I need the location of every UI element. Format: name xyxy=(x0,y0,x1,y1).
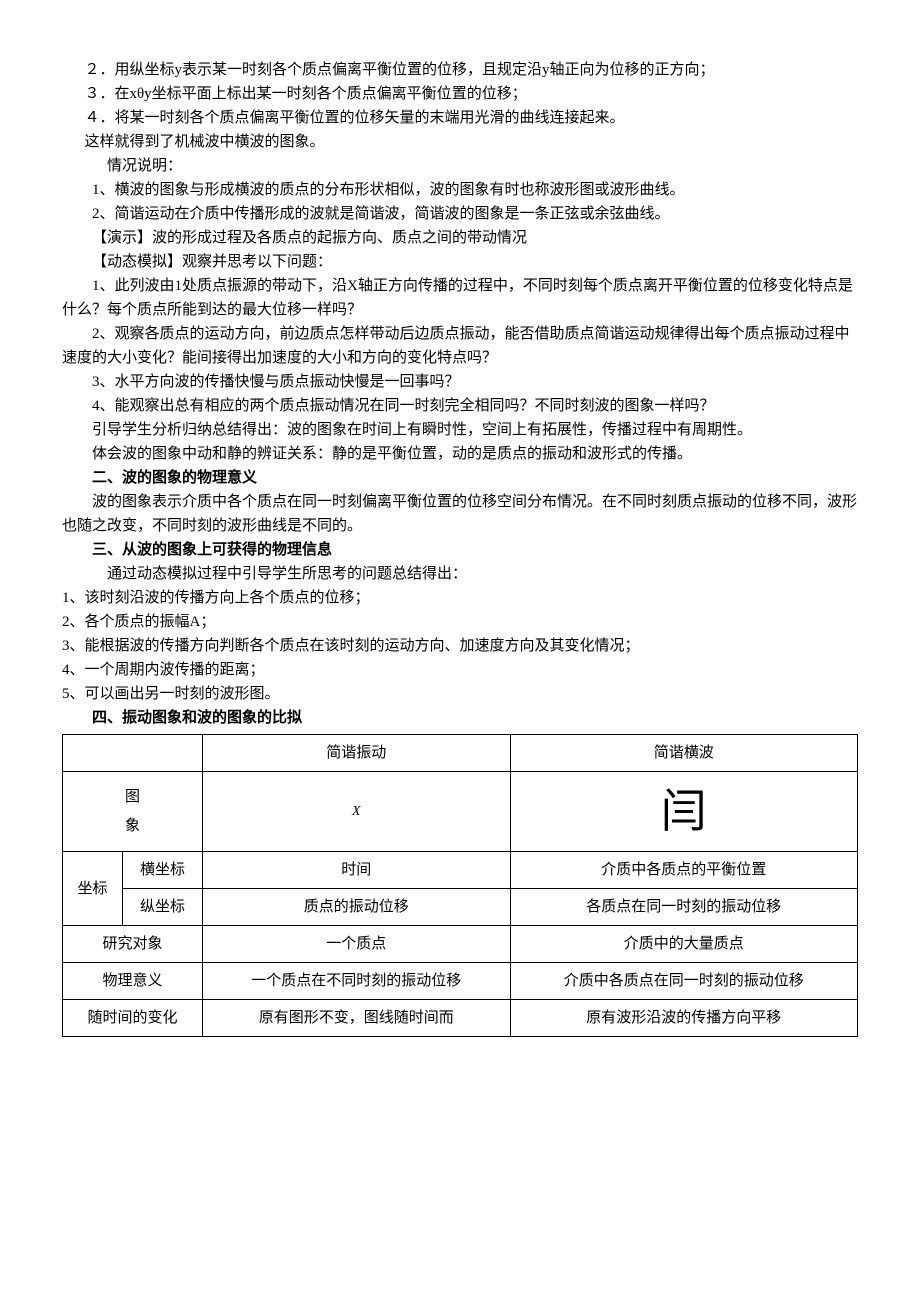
body-line-14: 引导学生分析归纳总结得出：波的图象在时间上有瞬时性，空间上有拓展性，传播过程中有… xyxy=(62,418,858,442)
body-line-7: 2、简谐运动在介质中传播形成的波就是简谐波，简谐波的图象是一条正弦或余弦曲线。 xyxy=(62,202,858,226)
body-line-19: 2、各个质点的振幅A； xyxy=(62,610,858,634)
body-line-4: 这样就得到了机械波中横波的图象。 xyxy=(62,130,858,154)
cell-hcoord-c2: 介质中各质点的平衡位置 xyxy=(510,852,857,889)
table-subject-row: 研究对象 一个质点 介质中的大量质点 xyxy=(63,926,858,963)
body-line-13: 4、能观察出总有相应的两个质点振动情况在同一时刻完全相同吗？不同时刻波的图象一样… xyxy=(62,394,858,418)
body-line-6: 1、横波的图象与形成横波的质点的分布形状相似，波的图象有时也称波形图或波形曲线。 xyxy=(62,178,858,202)
wave-glyph-icon: 闫 xyxy=(661,786,707,837)
body-line-22: 5、可以画出另一时刻的波形图。 xyxy=(62,682,858,706)
header-c1: 简谐振动 xyxy=(203,735,511,772)
sub-label-hcoord: 横坐标 xyxy=(123,852,203,889)
body-line-10: 1、此列波由1处质点振源的带动下，沿X轴正方向传播的过程中，不同时刻每个质点离开… xyxy=(62,274,858,322)
cell-hcoord-c1: 时间 xyxy=(203,852,511,889)
chart-cell-wave: 闫 xyxy=(510,772,857,852)
body-line-2: ３．在xθy坐标平面上标出某一时刻各个质点偏离平衡位置的位移； xyxy=(62,82,858,106)
comparison-table: 简谐振动 简谐横波 图象 X 闫 坐标 横坐标 时间 介质中各质点的平衡位置 纵… xyxy=(62,734,858,1037)
body-line-12: 3、水平方向波的传播快慢与质点振动快慢是一回事吗？ xyxy=(62,370,858,394)
body-line-18: 1、该时刻沿波的传播方向上各个质点的位移； xyxy=(62,586,858,610)
body-line-21: 4、一个周期内波传播的距离； xyxy=(62,658,858,682)
chart-cell-vibration: X xyxy=(203,772,511,852)
heading-2: 二、波的图象的物理意义 xyxy=(62,466,858,490)
cell-meaning-c1: 一个质点在不同时刻的振动位移 xyxy=(203,963,511,1000)
body-line-17: 通过动态模拟过程中引导学生所思考的问题总结得出： xyxy=(62,562,858,586)
cell-subject-c2: 介质中的大量质点 xyxy=(510,926,857,963)
body-line-1: ２．用纵坐标y表示某一时刻各个质点偏离平衡位置的位移，且规定沿y轴正向为位移的正… xyxy=(62,58,858,82)
row-label-meaning: 物理意义 xyxy=(63,963,203,1000)
heading-3: 三、从波的图象上可获得的物理信息 xyxy=(62,538,858,562)
table-image-row: 图象 X 闫 xyxy=(63,772,858,852)
row-label-time: 随时间的变化 xyxy=(63,1000,203,1037)
header-blank xyxy=(63,735,203,772)
body-line-3: ４．将某一时刻各个质点偏离平衡位置的位移矢量的末端用光滑的曲线连接起来。 xyxy=(62,106,858,130)
cell-vcoord-c1: 质点的振动位移 xyxy=(203,889,511,926)
cell-time-c2: 原有波形沿波的传播方向平移 xyxy=(510,1000,857,1037)
table-meaning-row: 物理意义 一个质点在不同时刻的振动位移 介质中各质点在同一时刻的振动位移 xyxy=(63,963,858,1000)
table-vcoord-row: 纵坐标 质点的振动位移 各质点在同一时刻的振动位移 xyxy=(63,889,858,926)
body-line-8: 【演示】波的形成过程及各质点的起振方向、质点之间的带动情况 xyxy=(62,226,858,250)
axis-label-x: X xyxy=(213,801,500,823)
cell-time-c1: 原有图形不变，图线随时间而 xyxy=(203,1000,511,1037)
table-header-row: 简谐振动 简谐横波 xyxy=(63,735,858,772)
cell-subject-c1: 一个质点 xyxy=(203,926,511,963)
table-time-row: 随时间的变化 原有图形不变，图线随时间而 原有波形沿波的传播方向平移 xyxy=(63,1000,858,1037)
body-line-9: 【动态模拟】观察并思考以下问题： xyxy=(62,250,858,274)
row-label-coord: 坐标 xyxy=(63,852,123,926)
body-line-15: 体会波的图象中动和静的辨证关系：静的是平衡位置，动的是质点的振动和波形式的传播。 xyxy=(62,442,858,466)
sub-label-vcoord: 纵坐标 xyxy=(123,889,203,926)
document-page: ２．用纵坐标y表示某一时刻各个质点偏离平衡位置的位移，且规定沿y轴正向为位移的正… xyxy=(0,0,920,1077)
body-line-20: 3、能根据波的传播方向判断各个质点在该时刻的运动方向、加速度方向及其变化情况； xyxy=(62,634,858,658)
table-hcoord-row: 坐标 横坐标 时间 介质中各质点的平衡位置 xyxy=(63,852,858,889)
body-line-16: 波的图象表示介质中各个质点在同一时刻偏离平衡位置的位移空间分布情况。在不同时刻质… xyxy=(62,490,858,538)
body-line-11: 2、观察各质点的运动方向，前边质点怎样带动后边质点振动，能否借助质点简谐运动规律… xyxy=(62,322,858,370)
row-label-subject: 研究对象 xyxy=(63,926,203,963)
heading-4: 四、振动图象和波的图象的比拟 xyxy=(62,706,858,730)
row-label-image: 图象 xyxy=(63,772,203,852)
cell-meaning-c2: 介质中各质点在同一时刻的振动位移 xyxy=(510,963,857,1000)
header-c2: 简谐横波 xyxy=(510,735,857,772)
cell-vcoord-c2: 各质点在同一时刻的振动位移 xyxy=(510,889,857,926)
body-note-label: 情况说明： xyxy=(62,154,858,178)
